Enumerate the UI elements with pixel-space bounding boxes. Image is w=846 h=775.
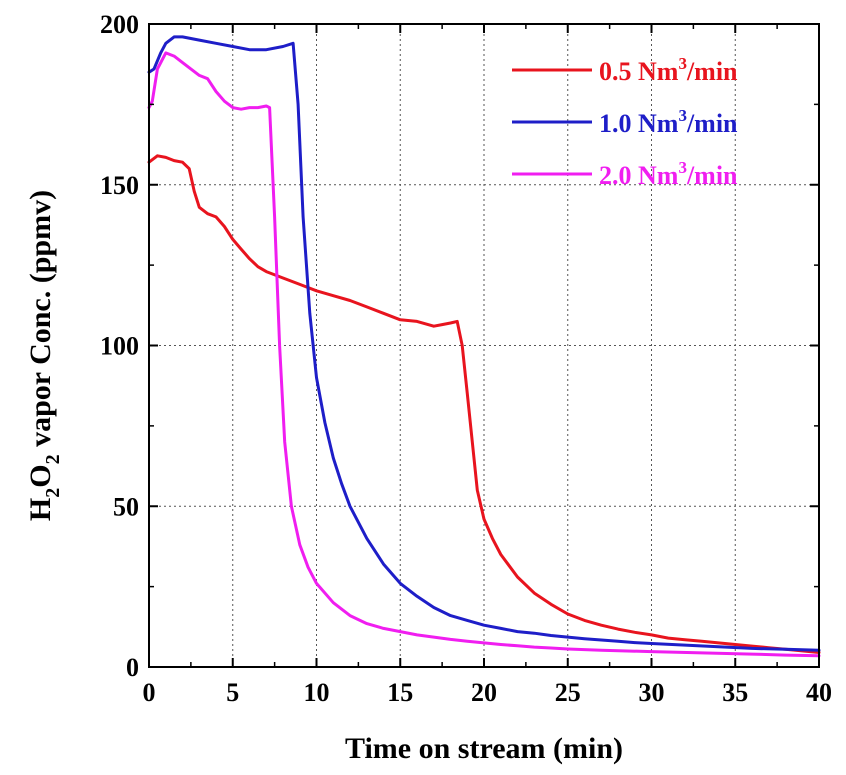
series-line-3 bbox=[147, 51, 821, 658]
y-tick-label: 200 bbox=[100, 10, 139, 39]
x-tick-label: 25 bbox=[555, 678, 581, 707]
y-tick-label: 50 bbox=[113, 492, 139, 521]
legend: 0.5 Nm3/min 1.0 Nm3/min 2.0 Nm3/min bbox=[512, 54, 738, 190]
x-tick-label: 40 bbox=[806, 678, 832, 707]
grid-lines bbox=[149, 24, 819, 667]
tick-labels: 0 5 10 15 20 25 30 35 40 0 50 100 150 200 bbox=[100, 10, 832, 707]
series-lines bbox=[147, 35, 821, 658]
y-tick-label: 100 bbox=[100, 332, 139, 361]
x-tick-label: 15 bbox=[387, 678, 413, 707]
legend-label: 1.0 Nm3/min bbox=[599, 106, 738, 138]
series-line-1 bbox=[147, 154, 821, 654]
x-tick-label: 35 bbox=[722, 678, 748, 707]
y-axis-title: H2O2 vapor Conc. (ppmv) bbox=[24, 190, 64, 521]
x-tick-label: 10 bbox=[304, 678, 330, 707]
series-line-2 bbox=[147, 35, 821, 652]
x-tick-label: 20 bbox=[471, 678, 497, 707]
x-tick-label: 30 bbox=[639, 678, 665, 707]
x-tick-label: 5 bbox=[226, 678, 239, 707]
y-tick-label: 0 bbox=[126, 653, 139, 682]
y-tick-label: 150 bbox=[100, 171, 139, 200]
legend-label: 2.0 Nm3/min bbox=[599, 158, 738, 190]
x-axis-title: Time on stream (min) bbox=[345, 732, 623, 765]
legend-label: 0.5 Nm3/min bbox=[599, 54, 738, 86]
axis-ticks bbox=[148, 23, 820, 668]
x-tick-label: 0 bbox=[143, 678, 156, 707]
